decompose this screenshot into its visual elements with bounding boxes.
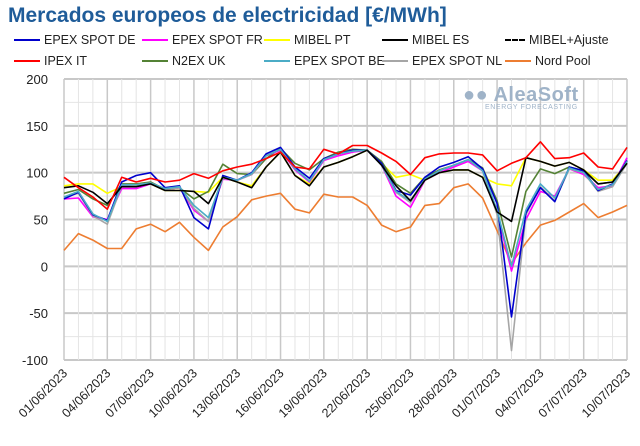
series-line-epex-spot-be	[63, 148, 628, 268]
legend-item: MIBEL ES	[382, 33, 469, 47]
legend-swatch	[382, 39, 408, 41]
legend-swatch	[505, 60, 531, 62]
legend-label: EPEX SPOT FR	[172, 33, 263, 47]
logo-name: ●● AleaSoft	[463, 84, 579, 106]
legend-label: MIBEL PT	[294, 33, 351, 47]
logo-tagline: ENERGY FORECASTING	[485, 104, 578, 111]
y-tick-label: 50	[34, 213, 48, 228]
legend-label: N2EX UK	[172, 54, 226, 68]
legend-item: IPEX IT	[14, 54, 87, 68]
legend-swatch	[142, 60, 168, 62]
legend-item: N2EX UK	[142, 54, 226, 68]
legend-swatch	[14, 39, 40, 41]
aleasoft-logo: ●● AleaSoft ENERGY FORECASTING	[463, 84, 579, 111]
series-line-nord-pool	[63, 183, 628, 265]
y-tick-label: -100	[22, 353, 48, 368]
legend-item: MIBEL+Ajuste	[505, 33, 609, 47]
legend-swatch	[264, 39, 290, 41]
legend-item: EPEX SPOT DE	[14, 33, 135, 47]
series-line-mibel-es	[63, 149, 628, 223]
legend-label: IPEX IT	[44, 54, 88, 68]
legend-item: Nord Pool	[505, 54, 591, 68]
legend-item: MIBEL PT	[264, 33, 351, 47]
legend-label: MIBEL+Ajuste	[529, 33, 609, 47]
legend-label: EPEX SPOT DE	[44, 33, 136, 47]
legend-label: Nord Pool	[535, 54, 591, 68]
legend-swatch	[382, 60, 408, 62]
legend-swatch	[264, 60, 290, 62]
legend-label: EPEX SPOT BE	[294, 54, 385, 68]
legend-item: EPEX SPOT BE	[264, 54, 385, 68]
y-tick-label: 150	[26, 119, 48, 134]
legend-swatch	[505, 39, 525, 41]
legend-item: EPEX SPOT NL	[382, 54, 502, 68]
y-tick-label: 200	[26, 72, 48, 87]
legend-swatch	[142, 39, 168, 41]
legend-item: EPEX SPOT FR	[142, 33, 263, 47]
series-line-epex-spot-fr	[63, 149, 628, 272]
legend-label: EPEX SPOT NL	[412, 54, 503, 68]
series-line-n2ex-uk	[63, 147, 628, 258]
logo-name-text: AleaSoft	[493, 84, 579, 106]
legend-label: MIBEL ES	[412, 33, 470, 47]
legend-swatch	[14, 60, 40, 62]
y-tick-label: -50	[29, 306, 48, 321]
chart-title: Mercados europeos de electricidad [€/MWh…	[8, 4, 447, 27]
y-tick-label: 0	[41, 259, 48, 274]
series-line-ipex-it	[63, 141, 628, 210]
y-tick-label: 100	[26, 166, 48, 181]
